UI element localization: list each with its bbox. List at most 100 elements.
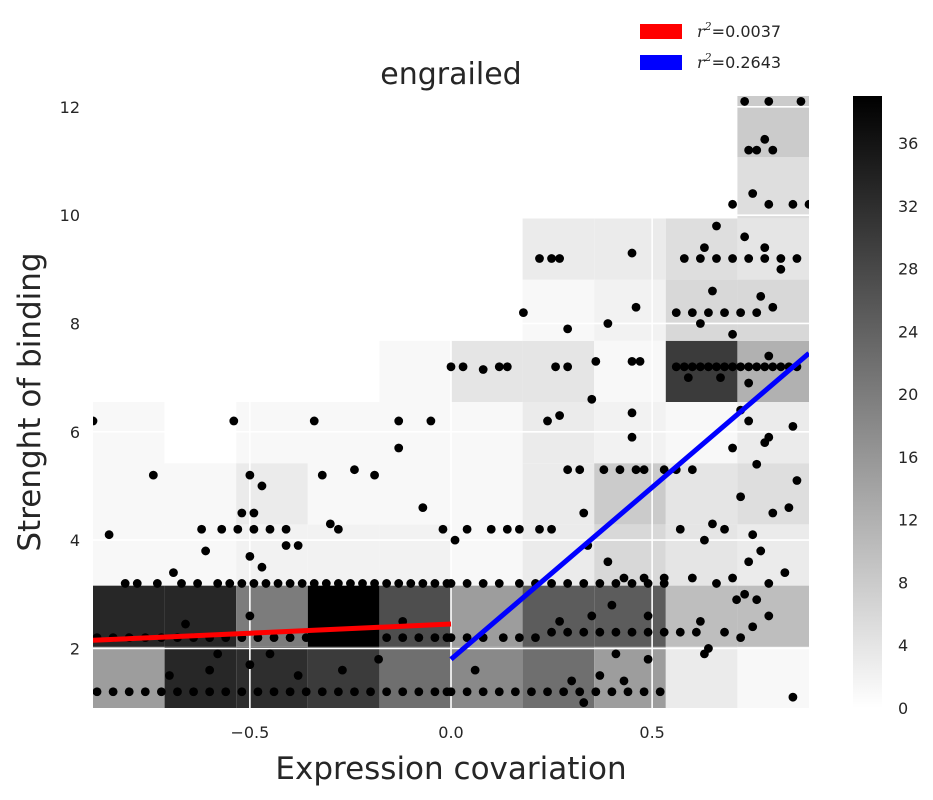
scatter-point: [458, 362, 468, 372]
histogram-cell: [451, 218, 523, 280]
histogram-cell: [665, 157, 738, 219]
y-axis-label: Strenght of binding: [12, 252, 48, 551]
scatter-point: [450, 535, 460, 545]
scatter-point: [237, 508, 247, 518]
scatter-point: [788, 421, 798, 431]
histogram-cell: [594, 157, 666, 219]
scatter-point: [543, 687, 552, 697]
scatter-point: [430, 687, 440, 697]
scatter-point: [462, 524, 472, 534]
scatter-point: [510, 687, 520, 697]
scatter-point: [695, 362, 705, 372]
histogram-cell: [379, 340, 451, 402]
scatter-point: [736, 362, 746, 372]
scatter-point: [382, 687, 392, 697]
scatter-point: [764, 97, 774, 106]
y-tick-label: 2: [70, 639, 80, 658]
scatter-point: [792, 254, 802, 263]
scatter-point: [619, 676, 629, 686]
histogram-cell: [665, 96, 738, 158]
histogram-cell: [307, 157, 380, 219]
histogram-cell: [451, 157, 523, 219]
scatter-point: [675, 524, 685, 534]
histogram-cell: [164, 463, 237, 525]
histogram-cell: [93, 524, 165, 586]
scatter-point: [764, 611, 774, 621]
histogram-cell: [236, 340, 308, 402]
scatter-point: [426, 416, 436, 426]
histogram-cell: [236, 218, 308, 280]
histogram-cell: [236, 96, 308, 158]
legend: r2=0.0037 r2=0.2643: [640, 20, 781, 72]
chart-title: engrailed: [380, 57, 521, 92]
scatter-point: [346, 579, 355, 588]
histogram-cell: [236, 157, 308, 219]
scatter-point: [494, 579, 504, 588]
scatter-point: [579, 627, 589, 637]
scatter-point: [740, 232, 750, 242]
scatter-point: [760, 243, 770, 253]
scatter-point: [265, 524, 275, 534]
scatter-point: [679, 362, 689, 372]
histogram-cell: [737, 402, 809, 464]
scatter-point: [760, 134, 770, 144]
scatter-point: [587, 394, 597, 404]
scatter-point: [514, 579, 524, 588]
x-tick-label: 0.0: [438, 723, 463, 742]
scatter-point: [595, 579, 605, 588]
histogram-cell: [164, 96, 237, 158]
scatter-point: [514, 524, 524, 534]
scatter-point: [728, 443, 737, 453]
scatter-point: [398, 633, 408, 642]
scatter-point: [249, 524, 259, 534]
histogram-cell: [236, 279, 308, 341]
scatter-point: [555, 411, 565, 420]
scatter-point: [720, 308, 729, 318]
histogram-cell: [522, 157, 595, 219]
scatter-point: [708, 519, 717, 529]
scatter-point: [563, 465, 573, 475]
scatter-point: [398, 687, 408, 697]
legend-label: r2=0.2643: [697, 51, 781, 72]
scatter-point: [712, 221, 721, 231]
scatter-point: [321, 579, 331, 588]
scatter-point: [615, 465, 625, 475]
x-tick-label: 0.5: [639, 723, 664, 742]
scatter-point: [358, 579, 367, 588]
scatter-point: [374, 654, 383, 664]
scatter-point: [285, 633, 295, 642]
scatter-point: [555, 616, 565, 626]
scatter-point: [671, 362, 681, 372]
scatter-point: [181, 619, 190, 629]
scatter-point: [555, 254, 565, 263]
scatter-point: [273, 579, 283, 588]
scatter-point: [152, 579, 162, 588]
scatter-point: [156, 687, 166, 697]
scatter-point: [744, 362, 754, 372]
colorbar-tick-label: 8: [898, 573, 908, 592]
scatter-point: [197, 524, 207, 534]
y-tick-label: 4: [70, 531, 80, 550]
scatter-point: [478, 687, 488, 697]
scatter-point: [804, 199, 809, 209]
scatter-point: [732, 595, 741, 605]
scatter-point: [776, 254, 786, 263]
histogram-cell: [522, 96, 595, 158]
scatter-point: [768, 362, 778, 372]
histogram-cell: [379, 463, 451, 525]
scatter-point: [370, 579, 379, 588]
scatter-point: [430, 579, 440, 588]
histogram-cell: [93, 96, 165, 158]
scatter-point: [627, 408, 637, 418]
scatter-point: [225, 579, 235, 588]
scatter-point: [301, 633, 311, 642]
scatter-point: [627, 579, 637, 588]
scatter-point: [502, 362, 512, 372]
scatter-point: [736, 492, 746, 502]
scatter-point: [639, 465, 649, 475]
scatter-point: [691, 627, 701, 637]
scatter-point: [776, 264, 786, 274]
scatter-point: [744, 378, 754, 388]
scatter-point: [462, 579, 472, 588]
histogram-cell: [307, 279, 380, 341]
